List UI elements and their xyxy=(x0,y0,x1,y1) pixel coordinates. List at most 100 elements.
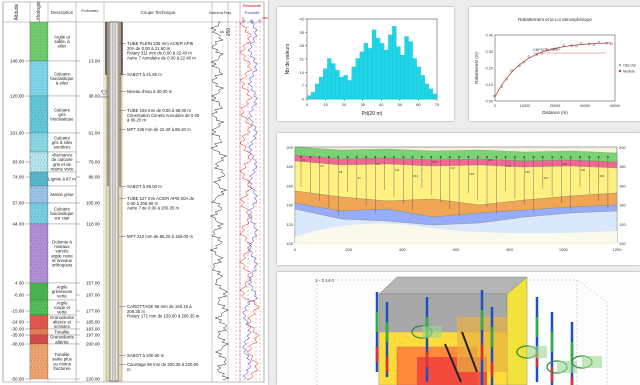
pattern-dot xyxy=(46,80,48,82)
pattern-dot xyxy=(30,252,32,254)
borehole-head xyxy=(588,156,591,158)
pattern-dot xyxy=(33,137,35,139)
pattern-dot xyxy=(34,284,36,286)
pattern-dot xyxy=(32,310,34,312)
technical-annotation: TUBE 127 mm ACIER API5 20A de xyxy=(127,196,195,201)
layer-description: gris xyxy=(58,112,66,117)
pattern-dot xyxy=(46,187,48,189)
pattern-dot xyxy=(42,71,44,73)
lithology-pattern xyxy=(30,62,48,94)
pattern-dot xyxy=(39,342,41,344)
pattern-dot xyxy=(39,149,41,151)
pattern-dot xyxy=(40,97,42,99)
pattern-dot xyxy=(46,146,48,148)
histogram-bar xyxy=(412,58,417,100)
pattern-dot xyxy=(33,168,35,170)
description-cell xyxy=(47,21,77,62)
observation-point xyxy=(522,61,526,64)
y-tick-label: 14 xyxy=(300,70,305,75)
drawdown-curve-panel[interactable]: Rabattement et la Loi atmosphérique 0.40 0… xyxy=(469,7,640,121)
lithology-pattern xyxy=(30,336,48,344)
pattern-dot xyxy=(35,304,37,306)
pattern-dot xyxy=(42,89,44,91)
pattern-dot xyxy=(43,249,45,251)
resistivity-header: Résistivité xyxy=(243,3,262,8)
pattern-dot xyxy=(36,23,38,25)
borehole-label: F19 xyxy=(469,172,474,176)
pattern-dot xyxy=(37,219,39,221)
pattern-dot xyxy=(34,213,36,215)
pattern-dot xyxy=(34,313,36,315)
geological-section-chart: F1 F3 F5 F7 F9 F11 F13 F15 F17 F19 F21 F23 F25 F27 F29… xyxy=(286,145,626,252)
pattern-dot xyxy=(37,32,39,34)
pattern-dot xyxy=(42,252,44,254)
depth-label: 197.00 xyxy=(86,333,100,338)
pattern-dot xyxy=(41,310,43,312)
pattern-dot xyxy=(39,330,41,332)
pattern-dot xyxy=(43,357,45,359)
technical-annotation: Rotary 171 mm de 159.00 à 206.35 m xyxy=(127,314,200,319)
pattern-dot xyxy=(40,187,42,189)
pattern-dot xyxy=(30,89,32,91)
pattern-dot xyxy=(41,316,43,318)
borehole-head xyxy=(402,156,405,158)
altitude-label: 74.00 xyxy=(13,175,25,180)
observation-point xyxy=(527,55,531,58)
pattern-dot xyxy=(31,345,33,347)
pattern-dot xyxy=(37,357,39,359)
pattern-dot xyxy=(43,182,45,184)
pattern-dot xyxy=(33,35,35,37)
pattern-dot xyxy=(33,216,35,218)
altitude-label: -38.00 xyxy=(11,342,24,347)
layer-description: varvés xyxy=(56,249,70,254)
pattern-dot xyxy=(45,293,47,295)
pattern-dot xyxy=(36,293,38,295)
x-tick-label: 60 xyxy=(416,102,421,107)
histogram-panel[interactable]: 0 7 14 21 28 35 42 0 10 20 30 40 50 60 70 Pd(20 m) Nb de… xyxy=(277,7,454,121)
pattern-dot xyxy=(36,41,38,43)
pattern-dot xyxy=(43,243,45,245)
borehole-head xyxy=(579,156,581,158)
pattern-dot xyxy=(30,372,32,374)
pattern-dot xyxy=(33,287,35,289)
pattern-dot xyxy=(31,109,33,111)
pattern-dot xyxy=(37,319,39,321)
pattern-dot xyxy=(44,130,46,132)
pattern-dot xyxy=(43,339,45,341)
pattern-dot xyxy=(40,103,42,105)
geological-section-panel[interactable]: F1 F3 F5 F7 F9 F11 F13 F15 F17 F19 F21 F23 F25 F27 F29… xyxy=(277,133,640,265)
block-model-panel[interactable]: 1 - 3 14.0 xyxy=(277,272,640,385)
pattern-dot xyxy=(46,68,48,70)
borehole-head xyxy=(300,156,302,158)
pattern-dot xyxy=(30,149,32,151)
histogram-bar xyxy=(371,29,377,100)
pattern-dot xyxy=(30,342,32,344)
borehole-label: F31 xyxy=(581,168,586,172)
section-y-tick-right: 180 xyxy=(619,164,626,169)
pattern-dot xyxy=(45,210,47,212)
block-side-yellow xyxy=(506,276,528,385)
gravel-dot xyxy=(107,287,109,289)
pattern-dot xyxy=(43,255,45,257)
pattern-dot xyxy=(40,333,42,335)
x-tick-label: 50 xyxy=(398,102,403,107)
gravel-dot xyxy=(107,341,109,343)
layer-description: Alternance xyxy=(52,153,74,158)
pattern-dot xyxy=(37,165,39,167)
pattern-dot xyxy=(33,53,35,55)
layer-description: Argile xyxy=(56,300,68,305)
pattern-dot xyxy=(40,80,42,82)
pattern-dot xyxy=(33,270,35,272)
pattern-dot xyxy=(31,375,33,377)
gravel-dot xyxy=(107,257,109,259)
pattern-dot xyxy=(31,165,33,167)
pattern-dot xyxy=(38,130,40,132)
pattern-dot xyxy=(40,62,42,64)
technical-annotation: SABOT à 21.65 m xyxy=(127,72,162,77)
drill-path xyxy=(461,331,478,373)
pattern-dot xyxy=(45,29,47,31)
x-tick-label: 20 xyxy=(342,102,347,107)
pattern-dot xyxy=(39,23,41,25)
pattern-dot xyxy=(37,333,39,335)
borehole-head xyxy=(569,156,572,158)
